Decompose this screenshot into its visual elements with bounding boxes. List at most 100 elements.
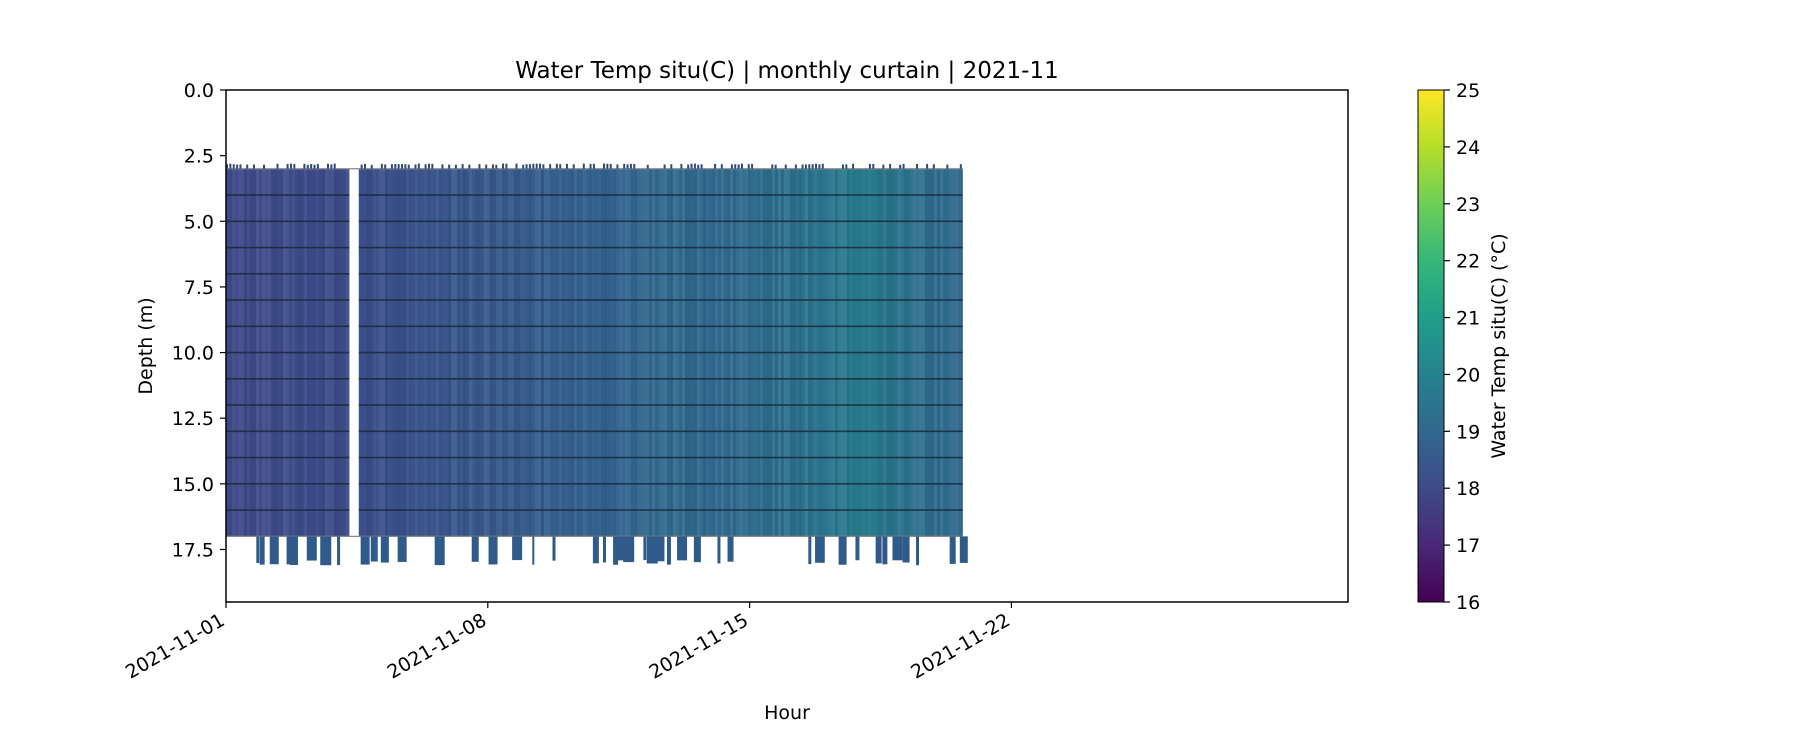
y-tick-label: 10.0 <box>172 343 214 365</box>
spike-top <box>236 164 239 169</box>
spike-top <box>276 163 279 169</box>
spike-bottom <box>259 536 265 565</box>
spike-top <box>390 164 393 169</box>
spike-top <box>680 163 683 169</box>
spike-bottom <box>602 536 606 563</box>
spike-bottom <box>727 536 734 562</box>
spike-top <box>306 164 309 169</box>
spike-top <box>542 164 545 169</box>
spike-bottom <box>646 536 658 564</box>
colorbar-tick-label: 24 <box>1456 137 1480 159</box>
spike-top <box>286 164 289 169</box>
spike-bottom <box>959 536 968 563</box>
spike-top <box>818 164 821 169</box>
spike-bottom <box>434 536 445 566</box>
spike-top <box>252 164 255 169</box>
y-tick-label: 0.0 <box>184 80 214 102</box>
spike-top <box>852 163 855 169</box>
spike-top <box>246 164 249 169</box>
spike-top <box>293 163 296 169</box>
spike-top <box>714 163 717 169</box>
spike-bottom <box>653 536 665 562</box>
spike-bottom <box>269 536 279 565</box>
spike-top <box>316 164 319 169</box>
spike-top <box>384 164 387 169</box>
spike-bottom <box>397 536 407 562</box>
spike-top <box>687 164 690 169</box>
spike-top <box>468 164 471 169</box>
spike-top <box>427 163 430 169</box>
spike-top <box>525 164 528 169</box>
spike-top <box>899 164 902 169</box>
spike-top <box>226 164 228 169</box>
plot-frame <box>225 89 1349 603</box>
spike-bottom <box>616 536 627 561</box>
x-axis-label: Hour <box>764 702 810 724</box>
spike-top <box>555 163 558 169</box>
spike-top <box>360 164 363 169</box>
colorbar-tick-label: 17 <box>1456 535 1480 557</box>
colorbar-label: Water Temp situ(C) (°C) <box>1488 233 1510 458</box>
spike-bottom <box>471 536 479 562</box>
plot-area <box>226 163 968 566</box>
spike-top <box>515 163 518 169</box>
spike-top <box>401 164 404 169</box>
spike-top <box>535 163 538 169</box>
spike-top <box>289 163 292 169</box>
spike-top <box>737 164 740 169</box>
spike-bottom <box>623 536 635 563</box>
spike-top <box>932 164 935 169</box>
spike-top <box>808 164 811 169</box>
spike-top <box>539 163 542 169</box>
spike-top <box>532 163 535 169</box>
spike-top <box>461 164 464 169</box>
spike-top <box>303 163 306 169</box>
spike-top <box>380 163 383 169</box>
y-axis-label: Depth (m) <box>135 297 157 394</box>
colorbar-tick-label: 22 <box>1456 251 1480 273</box>
spike-top <box>872 163 875 169</box>
spike-bottom <box>717 536 721 564</box>
spike-top <box>394 164 397 169</box>
spike-top <box>751 163 754 169</box>
spike-top <box>616 164 619 169</box>
spike-bottom <box>693 536 701 563</box>
spike-top <box>417 163 420 169</box>
spike-top <box>602 163 605 169</box>
spike-top <box>448 164 451 169</box>
spike-bottom <box>882 536 888 565</box>
spike-top <box>407 164 410 169</box>
x-tick-label: 2021-11-01 <box>122 609 229 683</box>
spike-top <box>734 164 737 169</box>
spike-bottom <box>337 536 341 566</box>
spike-top <box>794 164 797 169</box>
spike-top <box>330 164 333 169</box>
spike-top <box>404 164 407 169</box>
spike-top <box>333 163 336 169</box>
spike-bottom <box>875 536 882 564</box>
spike-top <box>232 164 235 169</box>
x-tick-label: 2021-11-22 <box>907 609 1014 683</box>
spike-top <box>821 163 824 169</box>
spike-top <box>505 163 508 169</box>
y-tick-label: 2.5 <box>184 146 214 168</box>
spike-top <box>623 163 626 169</box>
spike-bottom <box>666 536 671 565</box>
colorbar <box>1417 89 1445 603</box>
spike-top <box>902 163 905 169</box>
spike-bottom <box>360 536 370 565</box>
chart-title: Water Temp situ(C) | monthly curtain | 2… <box>515 58 1058 84</box>
colorbar-tick-label: 23 <box>1456 194 1480 216</box>
spike-top <box>663 164 666 169</box>
spike-bottom <box>488 536 498 565</box>
x-tick-label: 2021-11-15 <box>645 609 752 683</box>
spike-bottom <box>289 536 298 565</box>
spike-bottom <box>892 536 903 561</box>
spike-top <box>370 164 373 169</box>
spike-bottom <box>532 536 535 565</box>
spike-top <box>811 164 814 169</box>
spike-top <box>606 163 609 169</box>
spike-top <box>229 163 232 169</box>
spike-bottom <box>808 536 812 565</box>
